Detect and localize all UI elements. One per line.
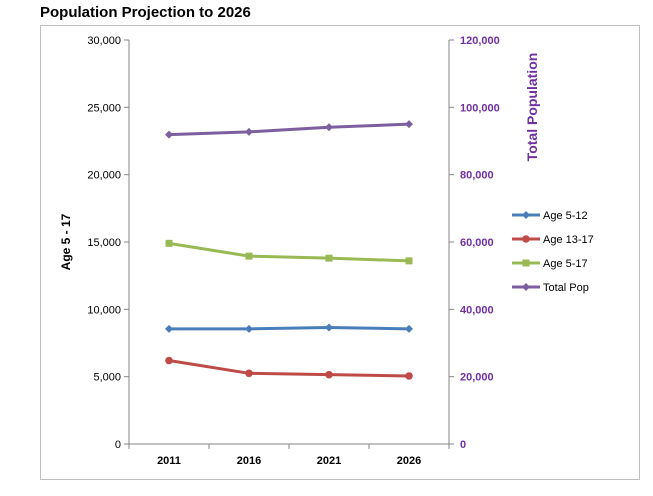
data-point-age-5-12	[165, 324, 173, 333]
y-right-tick-label: 80,000	[460, 170, 494, 182]
legend-marker-age-13-17	[522, 235, 530, 243]
data-point-age-5-17	[165, 239, 173, 247]
chart-frame	[40, 25, 640, 480]
series-line-age-5-17	[167, 241, 411, 263]
y-right-tick-label: 20,000	[460, 372, 494, 384]
x-tick-label: 2021	[317, 455, 341, 467]
legend-label-age-13-17: Age 13-17	[543, 234, 594, 246]
data-point-age-5-17	[245, 252, 253, 260]
y-right-tick-label: 40,000	[460, 304, 494, 316]
data-point-total-pop	[405, 120, 413, 129]
y-right-tick-label: 60,000	[460, 237, 494, 249]
legend-marker-age-5-17	[522, 259, 530, 267]
y-right-tick-label: 100,000	[460, 102, 500, 114]
data-point-total-pop	[165, 130, 173, 139]
data-point-age-13-17	[405, 372, 413, 380]
y-left-tick-label: 5,000	[93, 372, 121, 384]
x-tick-label: 2026	[397, 455, 421, 467]
data-point-age-5-17	[405, 257, 413, 265]
legend-marker-total-pop	[522, 283, 530, 291]
data-point-total-pop	[325, 123, 333, 132]
y-right-tick-label: 0	[460, 439, 466, 451]
y-right-tick-label: 120,000	[460, 35, 500, 47]
data-point-age-13-17	[245, 369, 253, 378]
legend-label-total-pop: Total Pop	[543, 282, 589, 294]
data-point-age-13-17	[165, 356, 173, 365]
x-tick-label: 2016	[237, 455, 261, 467]
data-point-age-5-17	[325, 254, 333, 262]
series-line-age-5-12	[167, 326, 411, 331]
x-tick-label: 2011	[157, 455, 181, 467]
data-point-age-13-17	[325, 370, 333, 379]
series-line-total-pop	[167, 122, 411, 137]
data-point-age-5-12	[245, 324, 253, 333]
y-left-tick-label: 30,000	[87, 35, 121, 47]
y-left-tick-label: 10,000	[87, 304, 121, 316]
data-point-age-5-12	[405, 324, 413, 333]
series-line-age-13-17	[167, 359, 411, 378]
y-left-tick-label: 25,000	[87, 102, 121, 114]
y-axis-right-title: Total Population	[524, 53, 540, 162]
y-axis-left-title: Age 5 - 17	[59, 213, 73, 270]
y-left-tick-label: 0	[115, 439, 121, 451]
y-left-tick-label: 20,000	[87, 170, 121, 182]
data-point-age-5-12	[325, 323, 333, 332]
y-left-tick-label: 15,000	[87, 237, 121, 249]
legend-label-age-5-17: Age 5-17	[543, 258, 588, 270]
chart-title: Population Projection to 2026	[40, 4, 251, 21]
legend-label-age-5-12: Age 5-12	[543, 210, 588, 222]
legend-marker-age-5-12	[522, 211, 530, 219]
data-point-total-pop	[245, 127, 253, 136]
